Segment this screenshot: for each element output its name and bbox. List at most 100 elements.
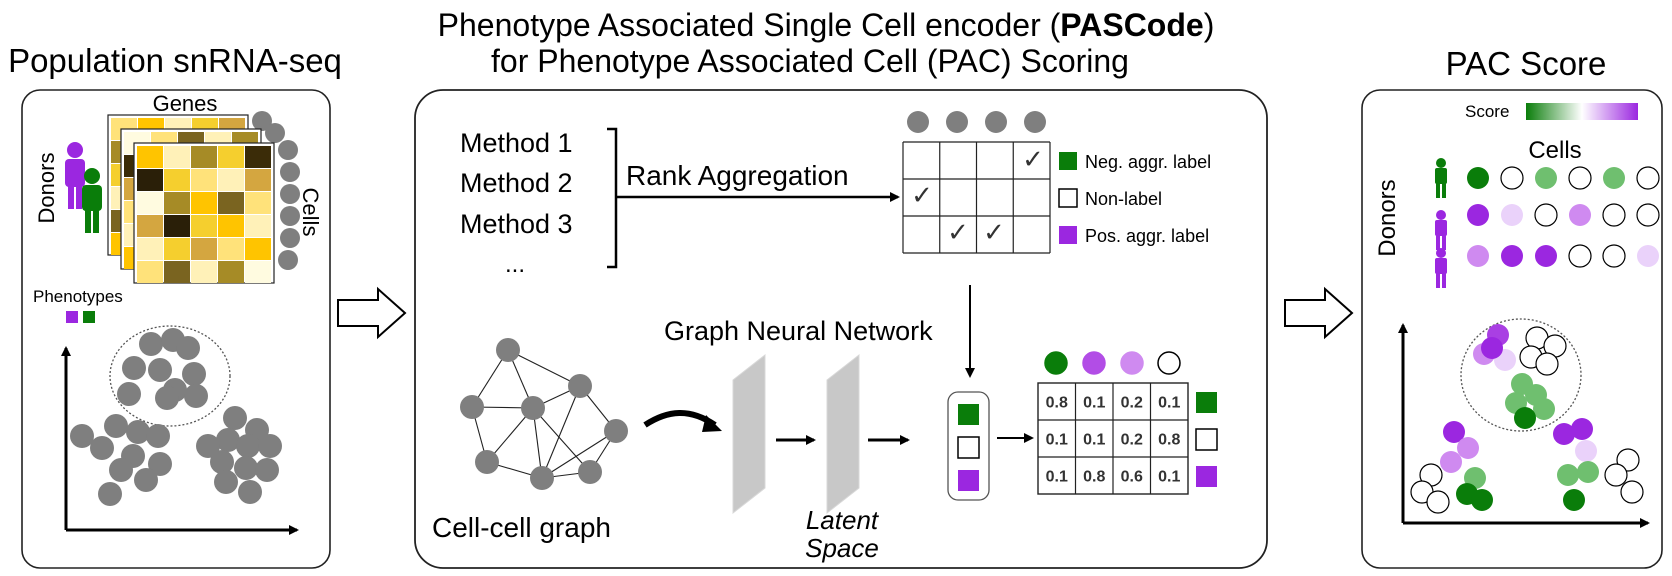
cell-dot	[223, 406, 247, 430]
method-ellipsis: ...	[505, 251, 525, 278]
cell-dot	[1620, 480, 1644, 504]
heatmap-cell	[245, 238, 271, 260]
cell-dot	[278, 250, 298, 270]
cell-dot	[280, 184, 300, 204]
cell-dot	[70, 424, 94, 448]
cell-dot	[126, 420, 150, 444]
cell-dot	[104, 414, 128, 438]
pac-score-dot	[1602, 244, 1626, 268]
heatmap-cell	[245, 215, 271, 237]
heatmap-cell	[137, 169, 163, 191]
graph-node	[578, 460, 602, 484]
output-neg-square	[958, 404, 979, 425]
graph-node	[530, 466, 554, 490]
heatmap-cell	[164, 192, 190, 214]
prob-cell: 0.8	[1046, 395, 1068, 412]
cell-dot-column	[252, 111, 300, 270]
graph-edge	[541, 385, 581, 479]
legend-neg-swatch	[1059, 152, 1077, 170]
pac-score-dot	[1568, 166, 1592, 190]
heatmap-cell	[164, 169, 190, 191]
panel3-donor-icons	[1435, 158, 1447, 288]
panel2-title-line1: Phenotype Associated Single Cell encoder…	[438, 7, 1215, 43]
pac-score-dot	[1501, 204, 1523, 226]
heatmap-cell	[191, 261, 217, 283]
cell-dot	[1120, 351, 1144, 375]
heatmap-cell	[137, 192, 163, 214]
panel3-cells-label: Cells	[1528, 137, 1581, 164]
cell-dot	[1577, 461, 1599, 483]
cell-dot	[139, 332, 163, 356]
heatmap-cell	[191, 215, 217, 237]
cell-dot	[1571, 418, 1593, 440]
cell-dot	[210, 450, 234, 474]
cell-cell-graph	[460, 338, 628, 490]
heatmap-cell	[137, 261, 163, 283]
pac-score-dot	[1636, 203, 1660, 227]
prob-table-header-dots	[1044, 351, 1181, 375]
cell-dot	[117, 382, 141, 406]
heatmap-cell	[137, 146, 163, 168]
cell-dot	[109, 458, 133, 482]
cell-dot	[148, 358, 172, 382]
prob-row-pos-square	[1196, 466, 1217, 487]
cell-dot	[1426, 490, 1450, 514]
prob-cell: 0.1	[1158, 469, 1180, 486]
graph-node	[475, 450, 499, 474]
legend-pos-label: Pos. aggr. label	[1085, 226, 1209, 246]
heatmap-cell	[245, 192, 271, 214]
graph-node	[460, 395, 484, 419]
pac-score-dot	[1467, 204, 1489, 226]
prob-cell: 0.1	[1083, 432, 1105, 449]
heatmap-cell	[245, 169, 271, 191]
graph-edge	[507, 349, 581, 387]
aggregated-label-grid	[902, 141, 1051, 254]
cell-dot	[280, 162, 300, 182]
panel3-cluster-ellipse	[1460, 318, 1582, 432]
pac-score-dot	[1501, 245, 1523, 267]
cell-dot	[265, 123, 285, 143]
heatmap-cell	[245, 146, 271, 168]
cell-dot	[1082, 351, 1106, 375]
phenotypes-label: Phenotypes	[33, 287, 123, 306]
cell-dot	[1443, 421, 1465, 443]
panel2-frame	[414, 89, 1268, 569]
cell-dot	[238, 480, 262, 504]
graph-edge	[532, 407, 591, 473]
check-mark: ✓	[1022, 144, 1044, 174]
prob-row-non-square	[1195, 428, 1218, 451]
cell-dot	[1553, 423, 1575, 445]
graph-to-gnn-arrowhead	[702, 415, 722, 432]
latent-label-line1: Latent	[806, 505, 880, 535]
flow-arrow-2	[1284, 286, 1354, 340]
output-vector-frame	[947, 391, 990, 501]
cell-dot	[258, 434, 282, 458]
cell-dot	[234, 456, 258, 480]
pac-score-dot	[1602, 203, 1626, 227]
graph-node	[521, 396, 545, 420]
heatmap-cell	[191, 238, 217, 260]
cell-dot	[907, 111, 929, 133]
latent-space-layer	[826, 353, 860, 515]
legend-pos-swatch	[1059, 226, 1077, 244]
genes-label: Genes	[153, 91, 218, 116]
prob-cell: 0.1	[1046, 469, 1068, 486]
output-pos-square	[958, 470, 979, 491]
panel3-frame	[1361, 89, 1663, 569]
cell-dot	[278, 140, 298, 160]
cell-dot	[184, 384, 208, 408]
pac-score-dot	[1603, 167, 1625, 189]
cell-dot	[1557, 464, 1579, 486]
cell-dot	[1044, 351, 1068, 375]
score-gradient-bar	[1526, 103, 1638, 120]
prob-row-neg-square	[1196, 392, 1217, 413]
heatmap-cell	[164, 238, 190, 260]
pac-score-dot	[1535, 167, 1557, 189]
graph-node	[604, 419, 628, 443]
gnn-layer-1	[732, 353, 766, 515]
prob-cell: 0.2	[1121, 432, 1143, 449]
panel2-title-line2: for Phenotype Associated Cell (PAC) Scor…	[491, 43, 1129, 79]
heatmap-cell	[218, 192, 244, 214]
cell-dot	[1533, 398, 1555, 420]
pac-score-grid	[1467, 166, 1660, 268]
